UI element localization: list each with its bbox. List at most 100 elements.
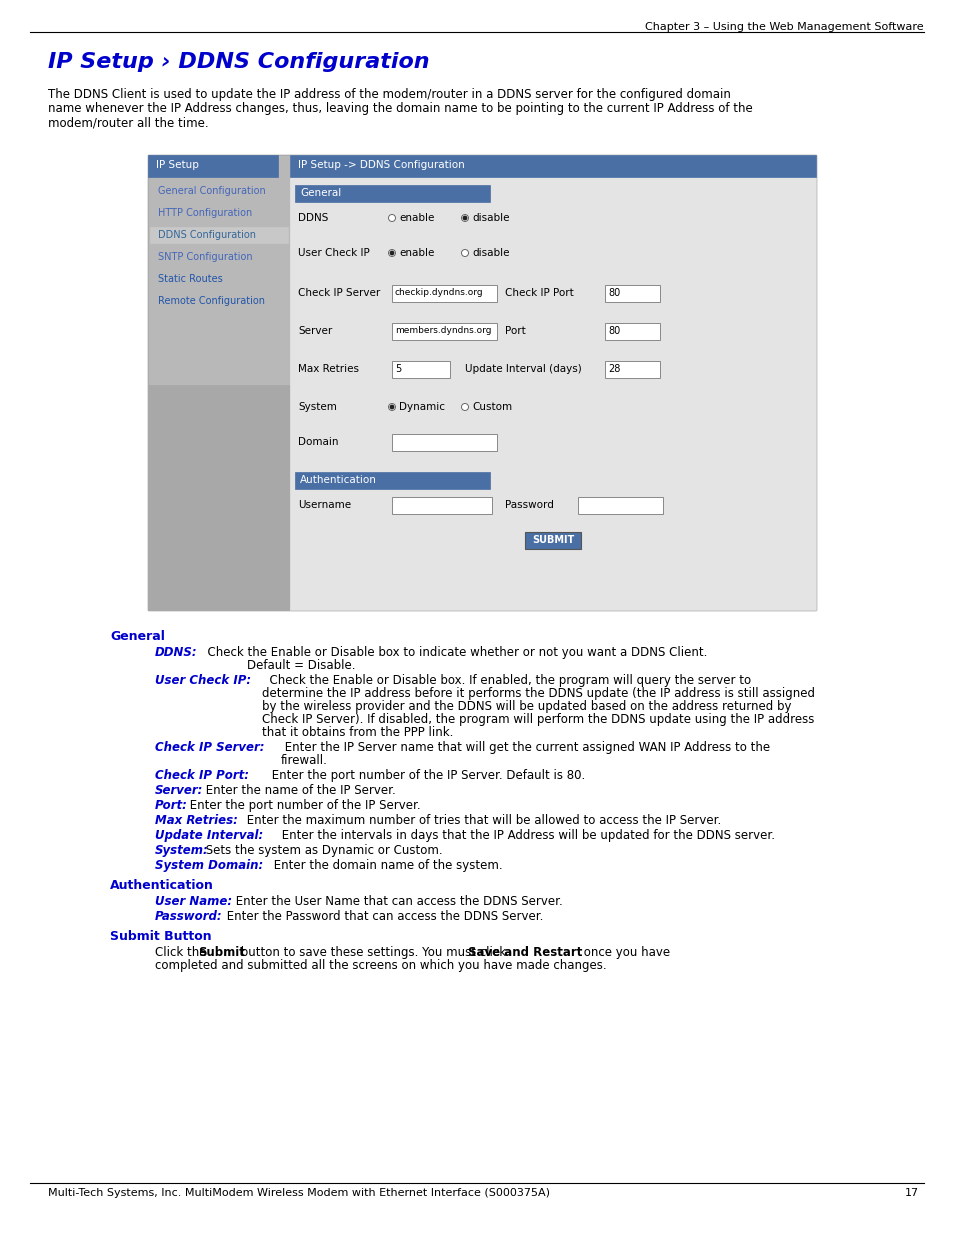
Text: Max Retries: Max Retries <box>297 364 358 374</box>
Text: Check the Enable or Disable box to indicate whether or not you want a DDNS Clien: Check the Enable or Disable box to indic… <box>200 646 706 659</box>
Text: Password:: Password: <box>154 910 222 923</box>
Text: DDNS Configuration: DDNS Configuration <box>158 230 255 240</box>
Text: Update Interval (days): Update Interval (days) <box>464 364 581 374</box>
Circle shape <box>461 215 468 221</box>
Bar <box>392 433 497 451</box>
Text: determine the IP address before it performs the DDNS update (the IP address is s: determine the IP address before it perfo… <box>262 687 814 700</box>
Text: Update Interval:: Update Interval: <box>154 829 263 842</box>
Text: 28: 28 <box>607 364 619 374</box>
Bar <box>148 385 290 610</box>
Text: Remote Configuration: Remote Configuration <box>158 296 265 306</box>
Text: HTTP Configuration: HTTP Configuration <box>158 207 252 219</box>
Bar <box>578 496 662 514</box>
Text: Username: Username <box>297 500 351 510</box>
Text: Enter the name of the IP Server.: Enter the name of the IP Server. <box>202 784 395 797</box>
Text: enable: enable <box>398 212 434 224</box>
Text: Click the: Click the <box>154 946 210 960</box>
Text: General Configuration: General Configuration <box>158 186 266 196</box>
Text: IP Setup › DDNS Configuration: IP Setup › DDNS Configuration <box>48 52 429 72</box>
Text: Max Retries:: Max Retries: <box>154 814 237 827</box>
Text: DDNS:: DDNS: <box>154 646 197 659</box>
Text: Enter the port number of the IP Server.: Enter the port number of the IP Server. <box>186 799 420 811</box>
Text: Save and Restart: Save and Restart <box>468 946 581 960</box>
Text: System:: System: <box>154 844 209 857</box>
Text: SUBMIT: SUBMIT <box>532 535 574 545</box>
Bar <box>392 324 497 340</box>
Bar <box>524 532 580 550</box>
Text: 80: 80 <box>607 288 619 298</box>
Text: User Check IP: User Check IP <box>297 248 370 258</box>
Circle shape <box>463 216 466 220</box>
Text: 5: 5 <box>395 364 401 374</box>
Bar <box>150 227 288 243</box>
Bar <box>148 156 815 610</box>
Text: The DDNS Client is used to update the IP address of the modem/router in a DDNS s: The DDNS Client is used to update the IP… <box>48 88 730 101</box>
Text: Custom: Custom <box>472 403 512 412</box>
Circle shape <box>390 251 394 254</box>
Bar <box>148 156 290 610</box>
Text: 80: 80 <box>607 326 619 336</box>
Text: Submit: Submit <box>198 946 245 960</box>
Bar <box>392 361 450 378</box>
Text: completed and submitted all the screens on which you have made changes.: completed and submitted all the screens … <box>154 960 606 972</box>
Text: Server: Server <box>297 326 332 336</box>
Circle shape <box>461 404 468 410</box>
Text: name whenever the IP Address changes, thus, leaving the domain name to be pointi: name whenever the IP Address changes, th… <box>48 103 752 115</box>
Text: System Domain:: System Domain: <box>154 860 263 872</box>
Bar <box>392 496 492 514</box>
Text: User Name:: User Name: <box>154 895 232 908</box>
Text: firewall.: firewall. <box>281 755 328 767</box>
Bar <box>604 361 659 378</box>
Text: Chapter 3 – Using the Web Management Software: Chapter 3 – Using the Web Management Sof… <box>644 22 923 32</box>
Text: Sets the system as Dynamic or Custom.: Sets the system as Dynamic or Custom. <box>202 844 442 857</box>
Bar <box>290 156 815 177</box>
Text: IP Setup -> DDNS Configuration: IP Setup -> DDNS Configuration <box>297 161 464 170</box>
Text: members.dyndns.org: members.dyndns.org <box>395 326 491 335</box>
Bar <box>392 285 497 303</box>
Text: Check the Enable or Disable box. If enabled, the program will query the server t: Check the Enable or Disable box. If enab… <box>262 674 750 687</box>
Text: 17: 17 <box>904 1188 918 1198</box>
Text: Enter the domain name of the system.: Enter the domain name of the system. <box>270 860 502 872</box>
Text: Enter the Password that can access the DDNS Server.: Enter the Password that can access the D… <box>223 910 543 923</box>
Text: Check IP Server). If disabled, the program will perform the DDNS update using th: Check IP Server). If disabled, the progr… <box>262 713 814 726</box>
Text: General: General <box>110 630 165 643</box>
Bar <box>294 185 490 203</box>
Text: Port: Port <box>504 326 525 336</box>
Text: Enter the maximum number of tries that will be allowed to access the IP Server.: Enter the maximum number of tries that w… <box>243 814 720 827</box>
Text: Check IP Server:: Check IP Server: <box>154 741 264 755</box>
Text: Check IP Port: Check IP Port <box>504 288 573 298</box>
Text: Check IP Server: Check IP Server <box>297 288 380 298</box>
Text: Authentication: Authentication <box>299 475 376 485</box>
Bar <box>604 285 659 303</box>
Bar <box>294 472 490 489</box>
Text: modem/router all the time.: modem/router all the time. <box>48 116 209 128</box>
Text: System: System <box>297 403 336 412</box>
Text: Dynamic: Dynamic <box>398 403 444 412</box>
Circle shape <box>388 215 395 221</box>
Text: Multi-Tech Systems, Inc. MultiModem Wireless Modem with Ethernet Interface (S000: Multi-Tech Systems, Inc. MultiModem Wire… <box>48 1188 550 1198</box>
Text: DDNS: DDNS <box>297 212 328 224</box>
Text: User Check IP:: User Check IP: <box>154 674 251 687</box>
Text: by the wireless provider and the DDNS will be updated based on the address retur: by the wireless provider and the DDNS wi… <box>262 700 791 713</box>
Text: Enter the IP Server name that will get the current assigned WAN IP Address to th: Enter the IP Server name that will get t… <box>281 741 769 755</box>
Text: Password: Password <box>504 500 554 510</box>
Bar <box>148 156 277 177</box>
Text: that it obtains from the PPP link.: that it obtains from the PPP link. <box>262 726 453 739</box>
Text: Check IP Port:: Check IP Port: <box>154 769 249 782</box>
Bar <box>290 156 815 610</box>
Bar <box>604 324 659 340</box>
Text: disable: disable <box>472 248 509 258</box>
Text: once you have: once you have <box>579 946 669 960</box>
Text: IP Setup: IP Setup <box>156 161 198 170</box>
Text: Enter the User Name that can access the DDNS Server.: Enter the User Name that can access the … <box>232 895 562 908</box>
Text: checkip.dyndns.org: checkip.dyndns.org <box>395 288 483 296</box>
Text: General: General <box>299 188 341 198</box>
Text: Submit Button: Submit Button <box>110 930 212 944</box>
Text: Enter the port number of the IP Server. Default is 80.: Enter the port number of the IP Server. … <box>268 769 584 782</box>
Text: Server:: Server: <box>154 784 203 797</box>
Circle shape <box>388 404 395 410</box>
Text: Default = Disable.: Default = Disable. <box>247 659 355 672</box>
Text: enable: enable <box>398 248 434 258</box>
Text: Static Routes: Static Routes <box>158 274 222 284</box>
Text: SNTP Configuration: SNTP Configuration <box>158 252 253 262</box>
